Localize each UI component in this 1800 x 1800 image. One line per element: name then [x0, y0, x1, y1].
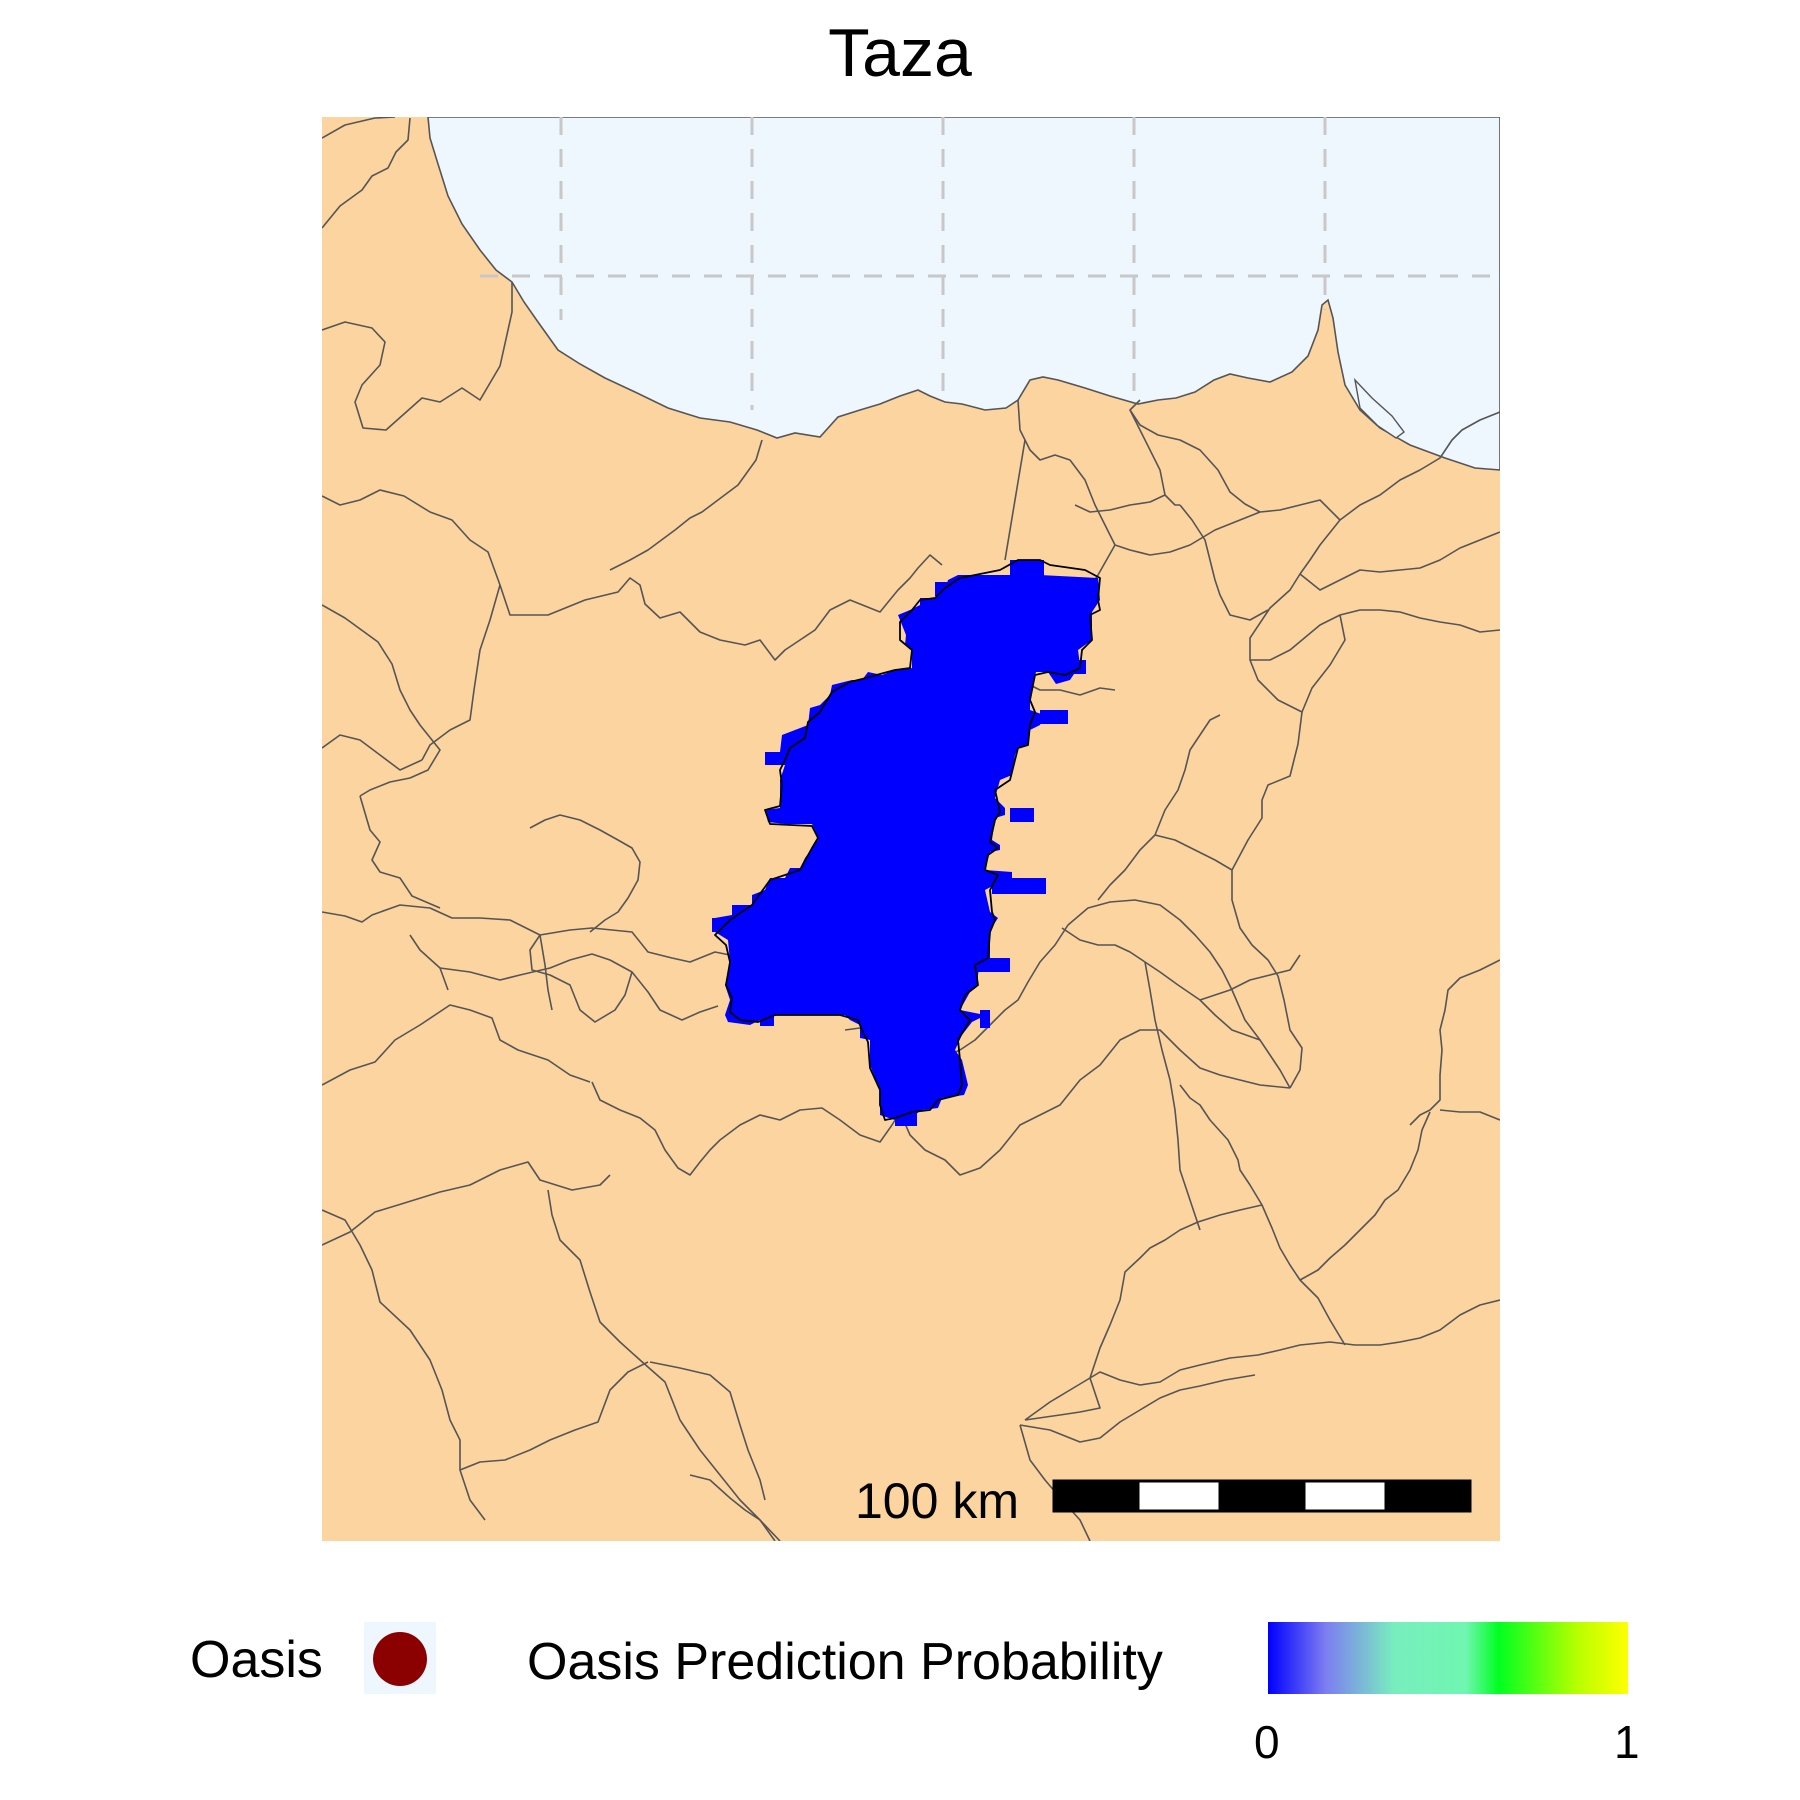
map-title: Taza — [828, 15, 972, 91]
scale-bar-segment — [1384, 1479, 1472, 1513]
probability-colorbar — [1268, 1622, 1628, 1694]
colorbar-tick-min: 0 — [1254, 1716, 1280, 1768]
scale-bar-segment — [1302, 1479, 1388, 1513]
scale-bar-segment — [1136, 1479, 1222, 1513]
administrative-boundaries — [322, 117, 1500, 1541]
legend-probability-title: Oasis Prediction Probability — [527, 1633, 1163, 1691]
scale-bar — [1052, 1479, 1472, 1513]
graticule — [480, 117, 1500, 410]
legend-oasis-label: Oasis — [190, 1631, 323, 1689]
scale-bar-label: 100 km — [855, 1473, 1019, 1529]
lagoon — [1353, 377, 1405, 439]
scale-bar-segment — [1052, 1479, 1140, 1513]
scale-bar-segment — [1218, 1479, 1306, 1513]
district-outline — [714, 559, 1101, 1121]
sea-area — [427, 117, 1500, 471]
oasis-marker-icon — [373, 1632, 427, 1686]
colorbar-tick-max: 1 — [1614, 1716, 1640, 1768]
prediction-region — [712, 560, 1100, 1126]
